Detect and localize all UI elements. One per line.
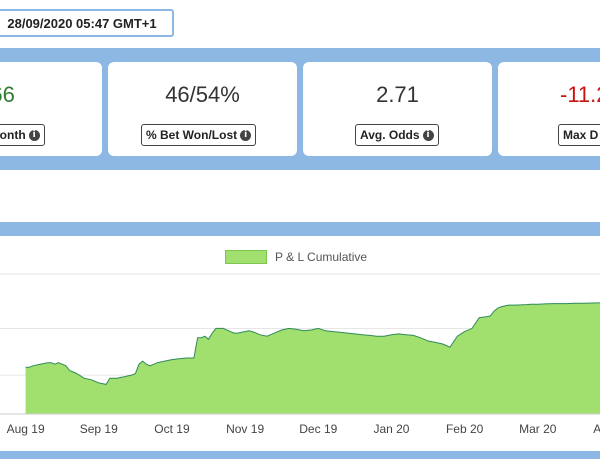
- stat-label-text: % Bet Won/Lost: [146, 128, 238, 142]
- x-tick-label: Nov 19: [226, 422, 264, 436]
- x-tick-label: Oct 19: [154, 422, 190, 436]
- stat-label-button[interactable]: % Bet Won/Lost i: [141, 124, 257, 146]
- stat-label-button[interactable]: Avg. Odds i: [355, 124, 439, 146]
- series-line-pl-cumulative: [25, 302, 600, 385]
- x-tick-label: Jan 20: [373, 422, 409, 436]
- x-tick-label: Mar 20: [519, 422, 557, 436]
- info-icon[interactable]: i: [422, 129, 434, 141]
- stat-card-max-drawdown: -11.2 Max D: [498, 62, 600, 156]
- info-icon[interactable]: i: [240, 129, 252, 141]
- x-tick-label: Aug 19: [7, 422, 45, 436]
- footer-strip: [0, 451, 600, 459]
- stat-label-button[interactable]: L/Month i: [0, 124, 45, 146]
- chart-svg: Aug 19 Sep 19 Oct 19 Nov 19 Dec 19 Jan 20 Feb …: [0, 273, 600, 436]
- date-time-text: 28/09/2020 05:47 GMT+1: [7, 15, 157, 31]
- spacer: [0, 170, 600, 222]
- stat-label-button[interactable]: Max D: [558, 124, 600, 146]
- series-area-pl-cumulative[interactable]: [25, 302, 600, 414]
- chart-panel-border: [0, 222, 600, 236]
- header-bar: 28/09/2020 05:47 GMT+1: [0, 0, 600, 48]
- stat-value: 2.71: [376, 82, 419, 107]
- stat-label-text: Max D: [563, 128, 599, 142]
- stats-panel: 2.66 L/Month i 46/54% % Bet Won/Lost i 2…: [0, 48, 600, 170]
- stat-label-text: Avg. Odds: [360, 128, 420, 142]
- stat-card-pl-month: 2.66 L/Month i: [0, 62, 102, 156]
- x-tick-label: Sep 19: [80, 422, 118, 436]
- stat-card-bet-won-lost: 46/54% % Bet Won/Lost i: [108, 62, 297, 156]
- stat-card-avg-odds: 2.71 Avg. Odds i: [303, 62, 492, 156]
- legend-label: P & L Cumulative: [275, 250, 368, 264]
- x-tick-label: Feb 20: [446, 422, 484, 436]
- date-time-box: 28/09/2020 05:47 GMT+1: [0, 9, 174, 37]
- stat-label-text: L/Month: [0, 128, 26, 142]
- stat-value: -11.2: [560, 82, 600, 107]
- x-tick-label: Dec 19: [299, 422, 337, 436]
- info-icon[interactable]: i: [28, 129, 40, 141]
- pl-chart: P & L Cumulative Aug 19 Sep 19 Oct 19 Nov 1…: [0, 236, 600, 447]
- stat-value: 46/54%: [165, 82, 240, 107]
- chart-panel-footer: [0, 447, 600, 465]
- x-tick-label: Apr 20: [593, 422, 600, 436]
- legend-swatch: [225, 250, 267, 264]
- chart-legend[interactable]: P & L Cumulative: [225, 250, 367, 264]
- stat-value: 2.66: [0, 82, 15, 107]
